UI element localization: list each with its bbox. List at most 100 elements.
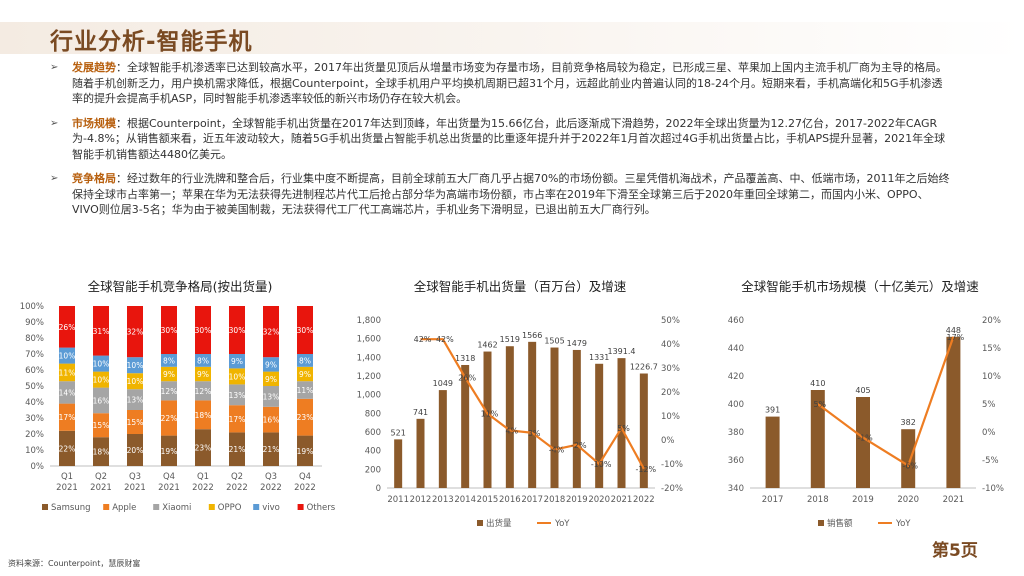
data-label: 1391.4 [608,347,636,356]
y-left-tick-label: 360 [728,456,744,466]
bar [483,351,492,488]
bar-segment-apple [127,410,143,434]
bar-segment-oppo [195,366,211,382]
legend-label: Xiaomi [162,503,191,513]
bar [595,363,604,488]
y-left-tick-label: 1,400 [357,353,381,363]
y-tick-label: 0% [31,462,45,472]
y-left-tick-label: 1,800 [357,316,381,326]
data-label: 9% [231,357,243,366]
x-tick-label: Q3 [129,472,141,482]
bar-segment-others [59,306,75,348]
x-tick-label: 2021 [90,483,112,493]
legend-swatch [153,504,160,510]
yoy-line [817,336,955,468]
bar-segment-samsung [93,437,109,466]
legend-swatch [42,504,48,510]
bar-segment-vivo [93,355,109,372]
bar-segment-others [161,306,177,354]
yoy-label: -2% [571,441,587,450]
x-tick-label: 2021 [611,495,633,505]
bullet-heading: 竞争格局 [72,172,116,185]
bar-segment-vivo [195,354,211,367]
data-label: 22% [59,444,76,453]
legend-label: YoY [895,519,911,529]
data-label: 8% [299,356,311,365]
y-left-tick-label: 0 [376,484,381,494]
data-label: 11% [297,386,314,395]
bar [394,439,403,488]
bar-segment-apple [229,405,245,433]
data-label: 32% [127,328,144,337]
data-label: 13% [229,391,246,400]
x-tick-label: 2022 [260,483,282,493]
data-label: 20% [127,446,144,455]
x-tick-label: 2018 [544,495,566,505]
x-tick-label: Q2 [231,472,243,482]
data-label: 1479 [567,339,587,348]
data-label: 31% [93,327,110,336]
y-left-tick-label: 380 [728,428,744,438]
x-tick-label: 2022 [192,483,214,493]
bar-segment-oppo [161,366,177,382]
chart-market-size: 340 360 380 400 420 440 460 -10% -5% 0% 5% 10% 15% 20… [728,316,1004,529]
yoy-label: -4% [549,446,565,455]
bar-segment-others [263,306,279,358]
bar-segment-xiaomi [229,384,245,406]
data-label: 391 [765,406,780,415]
y-left-tick-label: 1,000 [357,391,381,401]
x-tick-label: 2011 [387,495,409,505]
yoy-label: 26% [458,374,476,383]
y-right-tick-label: 30% [661,364,680,374]
data-label: 10% [59,352,76,361]
y-right-tick-label: -5% [982,456,999,466]
x-tick-label: 2012 [410,495,432,505]
y-tick-label: 50% [25,382,44,392]
data-label: 448 [946,326,961,335]
data-label: 9% [265,360,277,369]
data-label: 18% [93,448,110,457]
y-left-tick-label: 1,600 [357,335,381,345]
y-tick-label: 90% [25,318,44,328]
yoy-label: 17% [947,333,965,342]
data-label: 382 [901,418,916,427]
data-label: 16% [263,416,280,425]
data-label: 1318 [455,354,475,363]
y-right-tick-label: 0% [661,436,675,446]
source-note: 资料来源：Counterpoint，慧辰财富 [8,559,141,568]
data-label: 405 [855,386,870,395]
bar-segment-vivo [59,347,75,364]
data-label: 18% [195,411,212,420]
y-left-tick-label: 400 [728,400,744,410]
bar-segment-oppo [229,368,245,385]
data-label: 9% [265,375,277,384]
bar-segment-others [127,306,143,358]
legend-label: Samsung [51,503,90,513]
bar-segment-xiaomi [127,389,143,410]
bullet-competition: ➢ 竞争格局：经过数年的行业洗牌和整合后，行业集中度不断提高，目前全球前五大厂商几… [50,171,950,218]
y-tick-label: 30% [25,414,44,424]
bar-segment-samsung [127,434,143,466]
arrow-bullet-icon: ➢ [50,62,59,73]
data-label: 30% [297,326,314,335]
data-label: 15% [93,421,110,430]
y-tick-label: 40% [25,398,44,408]
legend-label: Others [307,503,336,513]
bar-segment-samsung [161,435,177,466]
x-tick-label: 2018 [807,495,829,505]
yoy-label: 42% [436,335,454,344]
chart-title-market-size: 全球智能手机市场规模（十亿美元）及增速 [741,279,979,294]
data-label: 1462 [477,341,497,350]
y-right-tick-label: -10% [982,484,1004,494]
y-right-tick-label: -10% [661,460,683,470]
x-tick-label: 2021 [158,483,180,493]
bar-segment-samsung [195,429,211,466]
yoy-label: -1% [857,434,873,443]
yoy-label: 4% [505,426,518,435]
x-tick-label: 2019 [852,495,874,505]
y-right-tick-label: 20% [982,316,1001,326]
bar-segment-xiaomi [297,381,313,399]
data-label: 1331 [589,353,609,362]
bar-segment-oppo [297,366,313,382]
bar-segment-xiaomi [59,381,75,404]
